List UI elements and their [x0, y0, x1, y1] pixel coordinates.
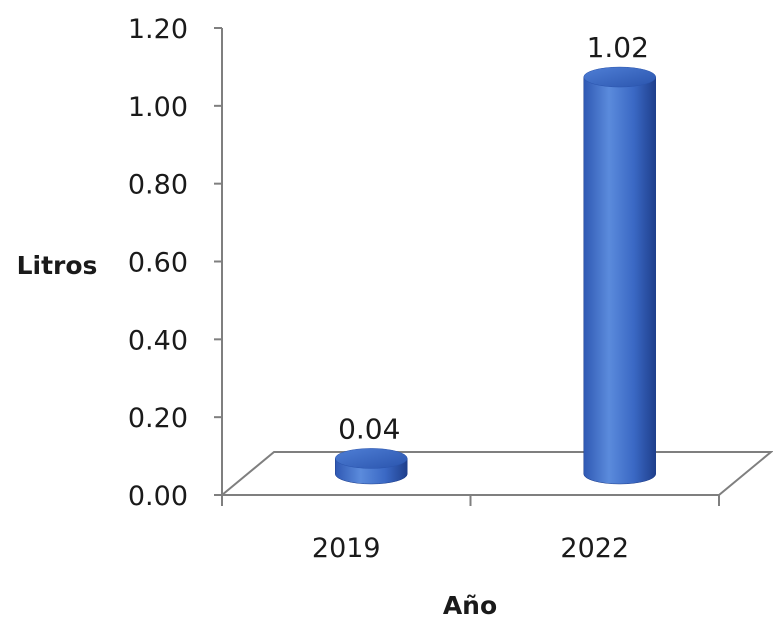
plot-floor [219, 451, 773, 496]
bar-cap [335, 448, 408, 469]
floor-plane [219, 451, 773, 496]
x-axis-ticks: 2019 2022 [221, 495, 720, 564]
y-tick-label: 0.80 [128, 170, 188, 201]
y-tick-label: 0.20 [128, 403, 188, 434]
y-tick-label: 0.60 [128, 248, 188, 279]
bar-2019 [335, 448, 408, 485]
y-axis-ticks: 0.00 0.20 0.40 0.60 0.80 1.00 1.20 [128, 14, 222, 512]
y-tick-label: 1.20 [128, 14, 188, 45]
bars [335, 66, 656, 485]
data-label: 1.02 [587, 31, 649, 64]
y-axis-title: Litros [17, 251, 98, 280]
y-tick-label: 1.00 [128, 92, 188, 123]
x-tick-label: 2019 [312, 533, 381, 564]
y-tick-label: 0.40 [128, 325, 188, 356]
bar-cap [583, 66, 656, 88]
bar-2022 [583, 66, 656, 485]
y-tick-label: 0.00 [128, 481, 188, 512]
data-labels: 0.04 1.02 [338, 31, 649, 445]
x-tick-label: 2022 [560, 533, 629, 564]
data-label: 0.04 [338, 412, 400, 445]
x-axis-title: Año [443, 591, 497, 619]
bar-body [583, 76, 656, 485]
